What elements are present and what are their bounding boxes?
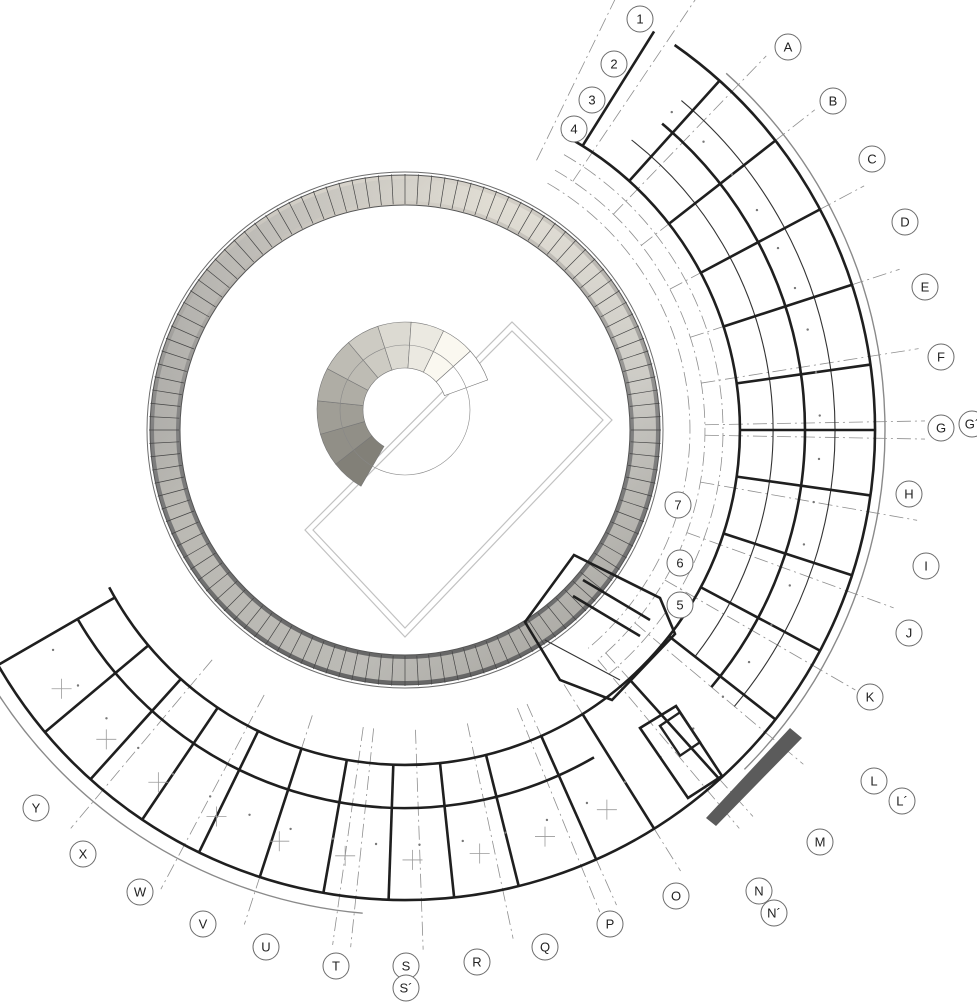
grid-bubble-letter: I [912,552,940,580]
grid-bubble-number: 2 [600,50,628,78]
grid-bubble-letter-label: Q [540,940,550,955]
grid-bubble-letter: T [322,952,350,980]
grid-bubble-letter-label: J [906,626,913,641]
grid-bubble-letter-label: B [829,94,838,109]
grid-bubble-letter-label: G´ [965,417,977,432]
grid-bubble-letter-label: U [261,940,270,955]
grid-bubble-letter: N´ [760,899,788,927]
grid-bubble-letter-label: M [815,835,826,850]
outer-ring-building [0,30,886,914]
grid-bubble-number: 3 [578,86,606,114]
grid-bubble-letter: D [891,208,919,236]
grid-bubble-letter-label: D [900,215,909,230]
grid-bubble-letter: X [69,840,97,868]
grid-bubble-letter-label: K [866,690,875,705]
grid-bubble-letter-label: E [921,280,930,295]
grid-bubble-letter: B [819,87,847,115]
grid-bubble-letter-label: F [937,350,945,365]
grid-bubble-letter-label: T [332,959,340,974]
grid-bubble-letter-label: O [671,889,681,904]
grid-bubble-letter: F [927,343,955,371]
bridge-block [523,553,677,702]
ramp-step-ticks [149,174,661,686]
grid-bubble-number-label: 6 [676,556,683,571]
grid-bubble-letter: G [927,414,955,442]
grid-bubble-number-label: 2 [610,57,617,72]
grid-bubble-letter: L´ [888,787,916,815]
grid-bubble-letter: S´ [392,974,420,1002]
grid-bubble-letter-label: S´ [400,981,413,996]
grid-bubble-letter-label: N´ [767,906,781,921]
grid-bubble-letter-label: R [472,955,481,970]
grid-bubble-letter: L [860,767,888,795]
grid-bubble-letter: Q [531,933,559,961]
grid-bubble-letter: A [774,33,802,61]
grid-bubble-letter: R [463,948,491,976]
grid-bubble-letter: O [662,882,690,910]
grid-bubble-letter-label: S [402,959,411,974]
grid-bubble-letter-label: H [904,487,913,502]
grid-bubble-letter-label: G [936,421,946,436]
grid-bubble-letter: E [911,273,939,301]
grid-bubble-number-label: 1 [636,12,643,27]
grid-bubble-letter-label: C [867,152,876,167]
grid-bubble-letter: M [806,828,834,856]
grid-bubble-number: 6 [666,549,694,577]
grid-bubble-letter-label: I [924,559,928,574]
grid-bubble-number: 1 [626,5,654,33]
grid-bubble-letter: G´ [958,410,977,438]
grid-bubble-letter-label: A [784,40,793,55]
grid-bubble-number-label: 5 [676,598,683,613]
grid-label-bubbles: A B C D E F G G´ H I J K L L´ M N N´ O P Q R S S´ T U V W X Y 1 2 34 5 6 7 [22,5,977,1002]
atrium-ramp [146,171,664,689]
grid-bubble-letter: W [126,878,154,906]
grid-bubble-letter: V [189,910,217,938]
grid-bubble-letter: U [252,933,280,961]
grid-bubble-number-label: 3 [588,93,595,108]
grid-bubble-number: 5 [666,591,694,619]
grid-bubble-letter-label: W [134,885,147,900]
grid-bubble-letter: J [895,619,923,647]
grid-bubble-letter-label: X [79,847,88,862]
spiral-stair [316,321,489,487]
grid-bubble-letter: K [856,683,884,711]
grid-bubble-letter-label: Y [32,801,41,816]
grid-bubble-letter: C [858,145,886,173]
grid-bubble-number: 7 [664,491,692,519]
stair-core [638,704,802,826]
grid-bubble-letter-label: N [754,884,763,899]
grid-bubble-number: 4 [560,115,588,143]
grid-bubble-letter: N [745,877,773,905]
grid-bubble-letter-label: P [606,917,615,932]
grid-bubble-letter: H [895,480,923,508]
grid-bubble-letter-label: L´ [896,794,908,809]
grid-bubble-number-label: 7 [674,498,681,513]
grid-bubble-letter-label: V [199,917,208,932]
grid-bubble-letter: Y [22,794,50,822]
grid-bubble-letter: P [596,910,624,938]
grid-bubble-letter-label: L [870,774,877,789]
grid-bubble-number-label: 4 [570,122,577,137]
